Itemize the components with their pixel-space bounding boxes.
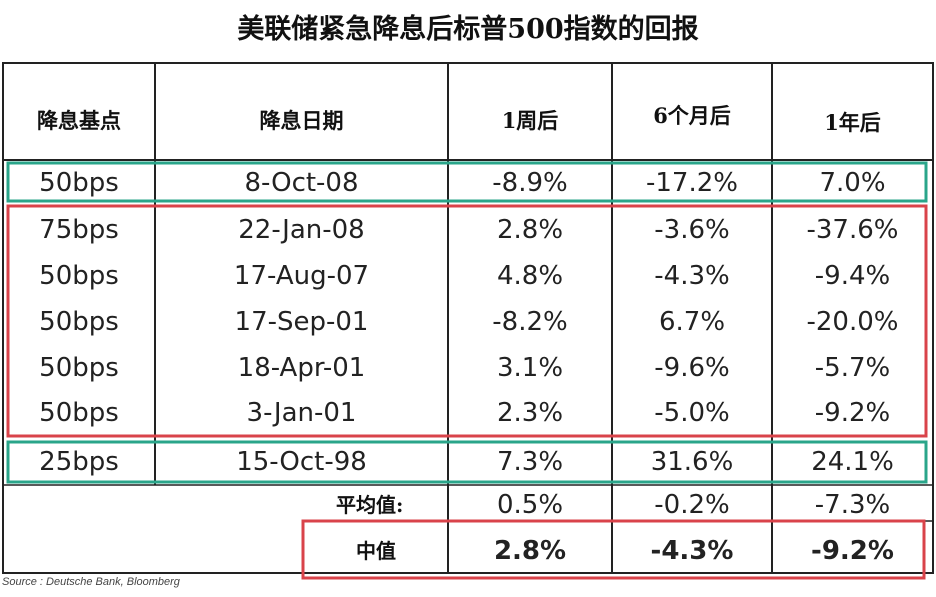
highlight-teal-top: [6, 161, 928, 203]
table-cell-6month: -17.2%: [646, 168, 738, 198]
table-cell-1week: 3.1%: [496, 353, 564, 383]
table-cell-1week: -8.9%: [492, 168, 568, 198]
table-cell-1week: 7.3%: [496, 447, 564, 477]
table-cell-1year: -20.0%: [806, 307, 899, 337]
table-cell-6month: -5.0%: [654, 398, 730, 428]
table-cell-1week: 2.8%: [496, 215, 564, 245]
header-1week: 1周后: [501, 108, 559, 133]
highlight-red-median: [301, 519, 926, 580]
table-cell-6month: -3.6%: [654, 215, 730, 245]
table-cell-date: 3-Jan-01: [246, 398, 357, 428]
table-cell-date: 8-Oct-08: [244, 168, 359, 198]
median-label: 中值: [356, 538, 396, 563]
table-cell-bps: 50bps: [39, 307, 119, 337]
table-cell-1year: 24.1%: [811, 447, 894, 477]
table-cell-bps: 75bps: [39, 215, 119, 245]
average-1week: 0.5%: [496, 490, 564, 520]
table-cell-date: 17-Aug-07: [233, 261, 370, 291]
table-cell-bps: 50bps: [39, 353, 119, 383]
table-cell-bps: 25bps: [39, 447, 119, 477]
header-date: 降息日期: [259, 108, 344, 133]
header-bps: 降息基点: [37, 108, 121, 133]
table-cell-bps: 50bps: [39, 398, 119, 428]
table-cell-1year: -9.2%: [814, 398, 891, 428]
highlight-red-rows: [6, 204, 928, 438]
average-label: 平均值:: [336, 492, 404, 517]
table-cell-bps: 50bps: [39, 261, 119, 291]
median-6month: -4.3%: [650, 536, 734, 566]
table-cell-bps: 50bps: [39, 168, 119, 198]
table-cell-date: 22-Jan-08: [238, 215, 365, 245]
table-cell-1week: -8.2%: [492, 307, 568, 337]
average-1year: -7.3%: [814, 490, 891, 520]
table-cell-1week: 4.8%: [496, 261, 564, 291]
table-cell-date: 15-Oct-98: [236, 447, 367, 477]
median-1week: 2.8%: [493, 536, 567, 566]
header-6month: 6个月后: [653, 103, 731, 128]
table-cell-6month: 6.7%: [658, 307, 726, 337]
header-1year: 1年后: [824, 110, 881, 135]
table-cell-6month: 31.6%: [650, 447, 734, 477]
table-title: 美联储紧急降息后标普500指数的回报: [237, 14, 699, 45]
table-cell-1year: -9.4%: [814, 261, 891, 291]
table-cell-date: 18-Apr-01: [237, 353, 366, 383]
table-cell-date: 17-Sep-01: [234, 307, 369, 337]
median-1year: -9.2%: [811, 536, 894, 566]
table-cell-6month: -4.3%: [654, 261, 730, 291]
table-cell-1week: 2.3%: [496, 398, 564, 428]
table-cell-1year: -37.6%: [806, 215, 899, 245]
highlight-teal-bottom: [6, 440, 928, 484]
table-cell-1year: -5.7%: [814, 353, 891, 383]
table-cell-1year: 7.0%: [819, 168, 886, 198]
average-6month: -0.2%: [654, 490, 730, 520]
source-note: Source : Deutsche Bank, Bloomberg: [2, 576, 180, 588]
table-cell-6month: -9.6%: [654, 353, 730, 383]
